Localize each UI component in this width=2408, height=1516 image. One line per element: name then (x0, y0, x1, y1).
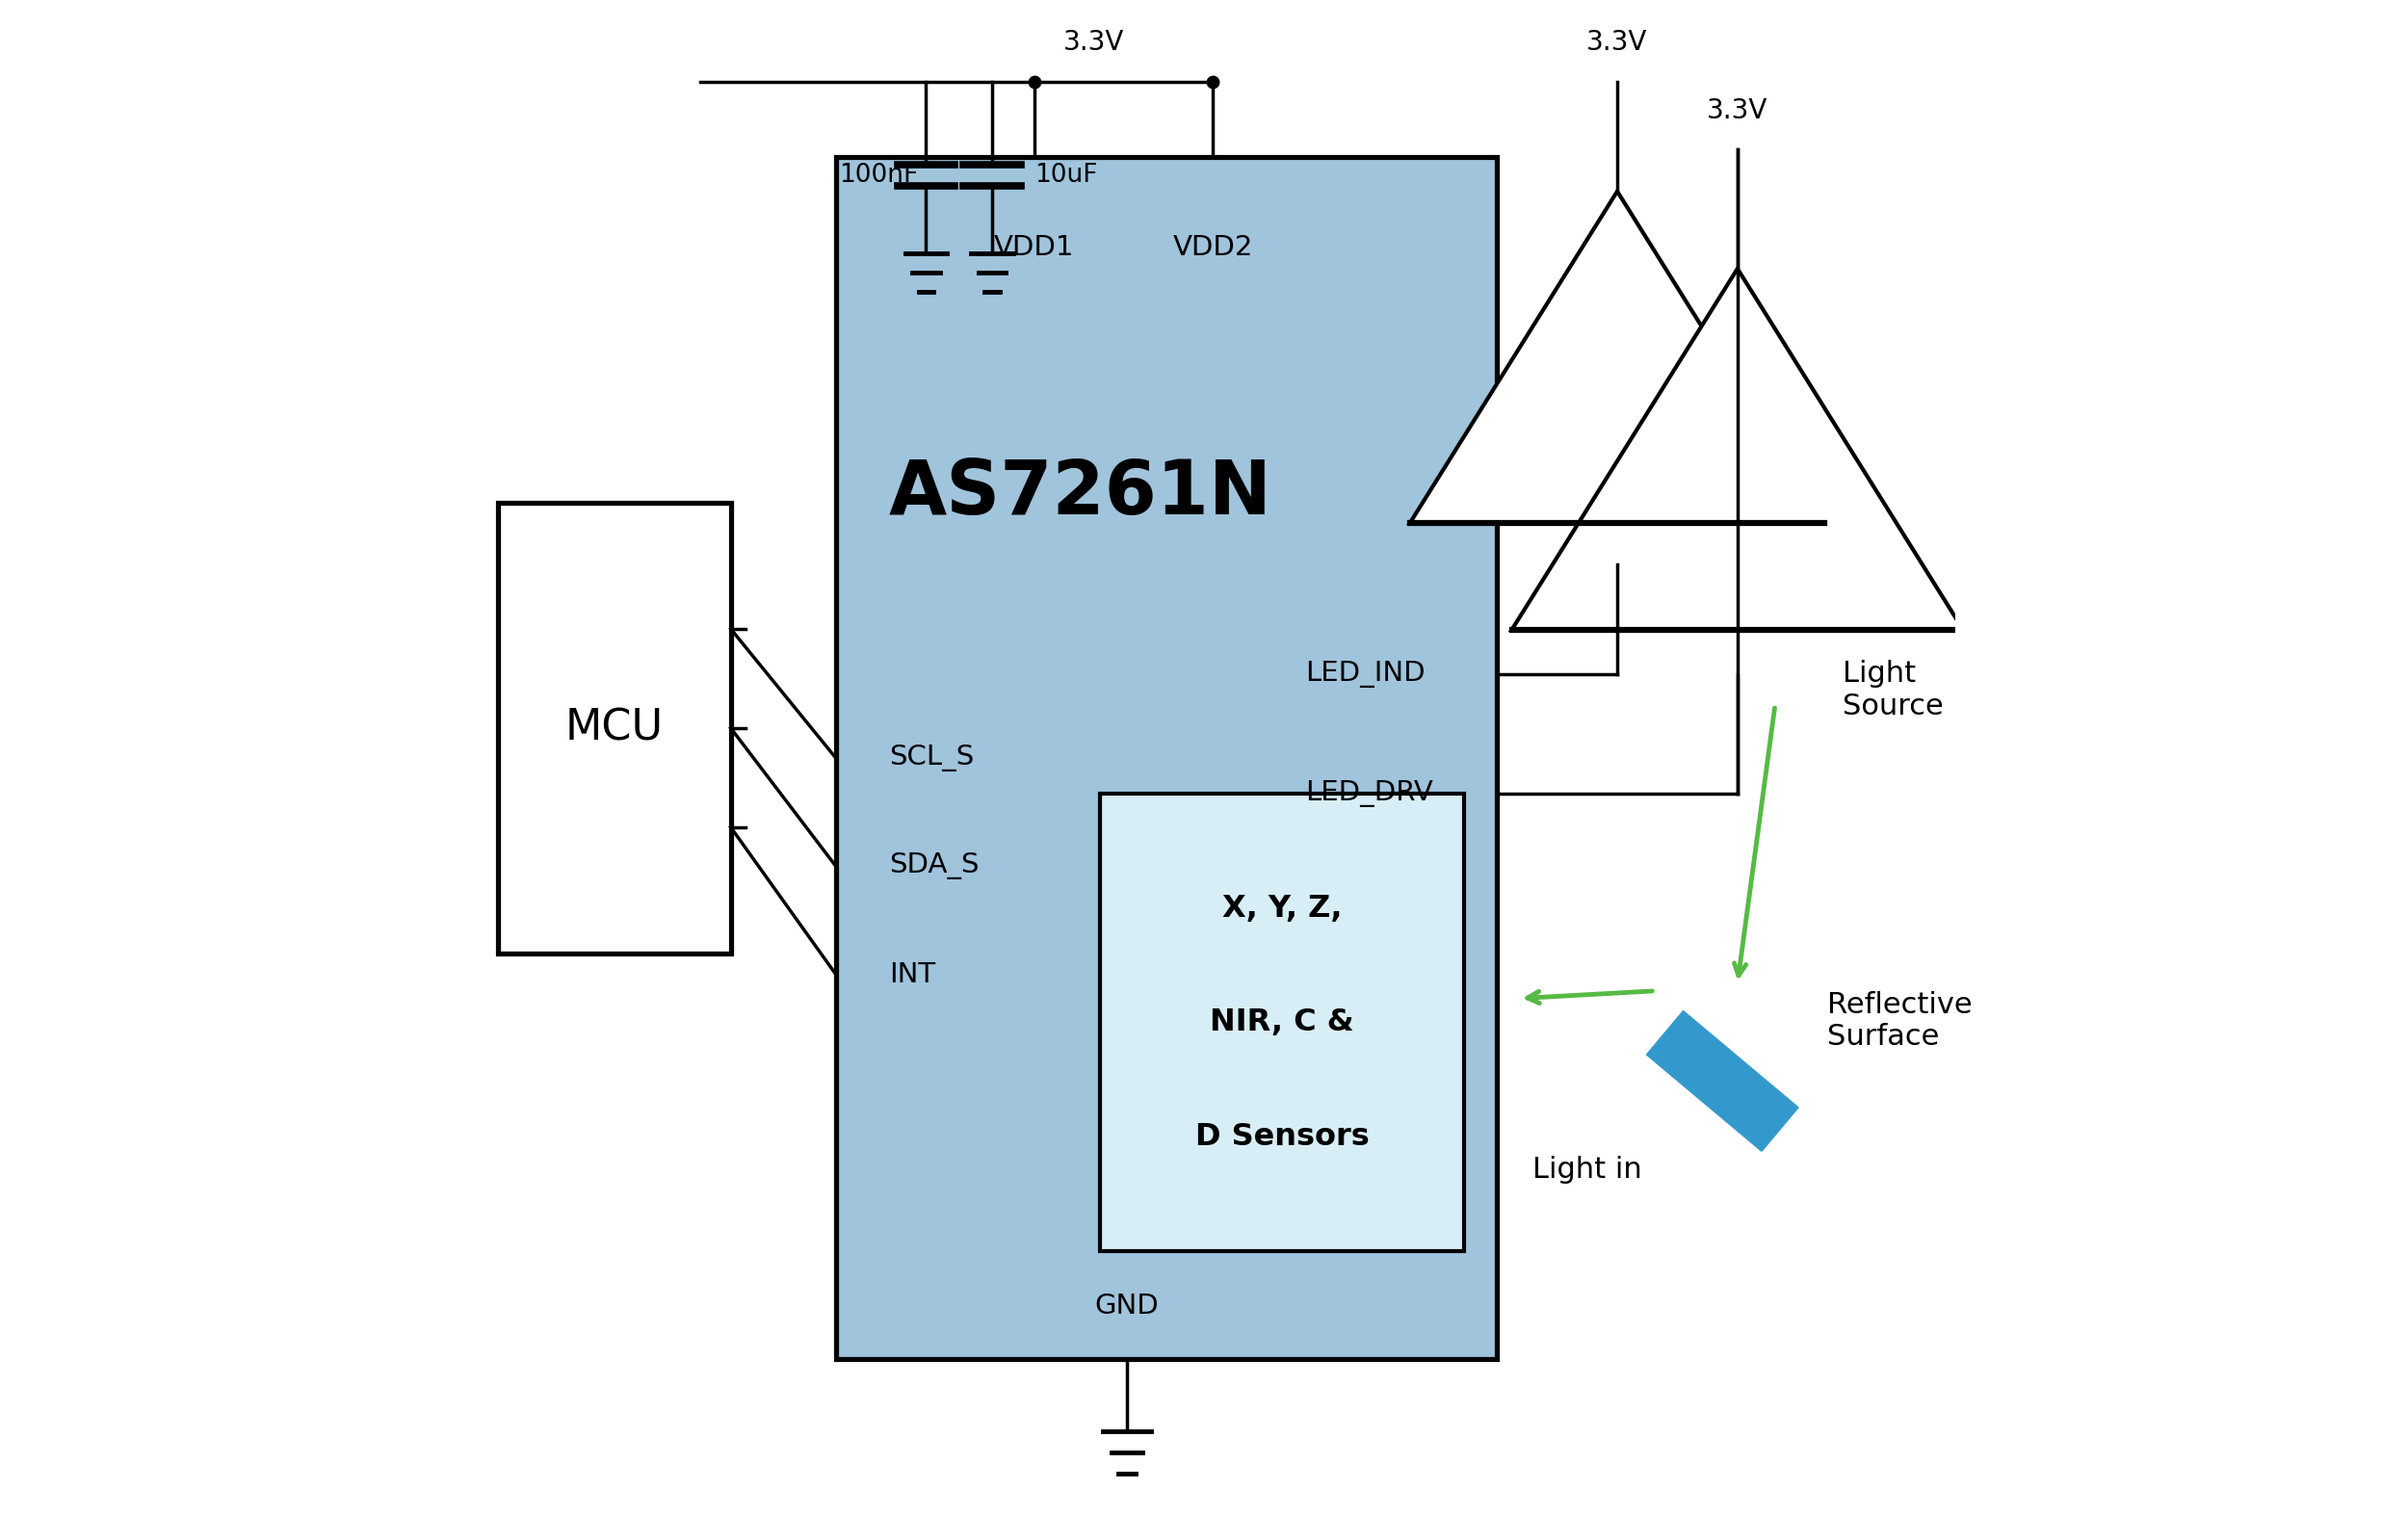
Text: AS7261N: AS7261N (889, 456, 1271, 531)
Bar (498, 503, 730, 954)
Text: INT: INT (889, 961, 934, 988)
Text: 3.3V: 3.3V (1587, 29, 1647, 56)
Text: NIR, C &: NIR, C & (1211, 1008, 1353, 1037)
Text: GND: GND (1096, 1293, 1158, 1320)
Bar (1100, 794, 1464, 1251)
Text: 3.3V: 3.3V (1062, 29, 1125, 56)
Text: VDD2: VDD2 (1173, 233, 1252, 261)
Bar (1647, 1011, 1799, 1151)
Polygon shape (1411, 191, 1825, 523)
Bar (836, 158, 1498, 1358)
Text: 10uF: 10uF (1033, 162, 1098, 188)
Text: D Sensors: D Sensors (1194, 1122, 1370, 1152)
Text: Light in: Light in (1531, 1157, 1642, 1184)
Text: Light
Source: Light Source (1842, 661, 1943, 720)
Text: VDD1: VDD1 (995, 233, 1074, 261)
Text: LED_IND: LED_IND (1305, 661, 1426, 687)
Text: Reflective
Surface: Reflective Surface (1828, 991, 1972, 1051)
Text: SCL_S: SCL_S (889, 744, 973, 772)
Text: MCU: MCU (566, 708, 662, 749)
Text: SDA_S: SDA_S (889, 852, 978, 879)
Text: 100nF: 100nF (840, 162, 917, 188)
Polygon shape (1512, 268, 1963, 629)
Text: X, Y, Z,: X, Y, Z, (1223, 893, 1341, 923)
Text: 3.3V: 3.3V (1707, 97, 1767, 124)
Text: LED_DRV: LED_DRV (1305, 781, 1433, 808)
